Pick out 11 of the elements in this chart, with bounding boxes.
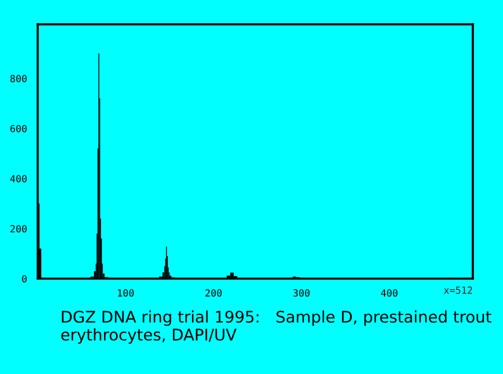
text: x=512 xyxy=(444,286,472,294)
y-tick-label: 200 xyxy=(10,225,27,232)
y-tick-label: 400 xyxy=(10,175,27,182)
y-tick-label: 600 xyxy=(10,124,27,132)
y-tick-label: 800 xyxy=(10,74,27,82)
x-tick-label: 100 xyxy=(118,289,134,297)
text: DGZ DNA ring trial 1995: Sample D, prestained trout erythrocytes, DAPI/UV xyxy=(61,310,492,344)
x-tick-label: 200 xyxy=(205,289,222,297)
x-tick-label: 300 xyxy=(293,289,310,297)
x-tick-label: 400 xyxy=(381,289,398,297)
y-tick-label: 0 xyxy=(22,275,27,282)
